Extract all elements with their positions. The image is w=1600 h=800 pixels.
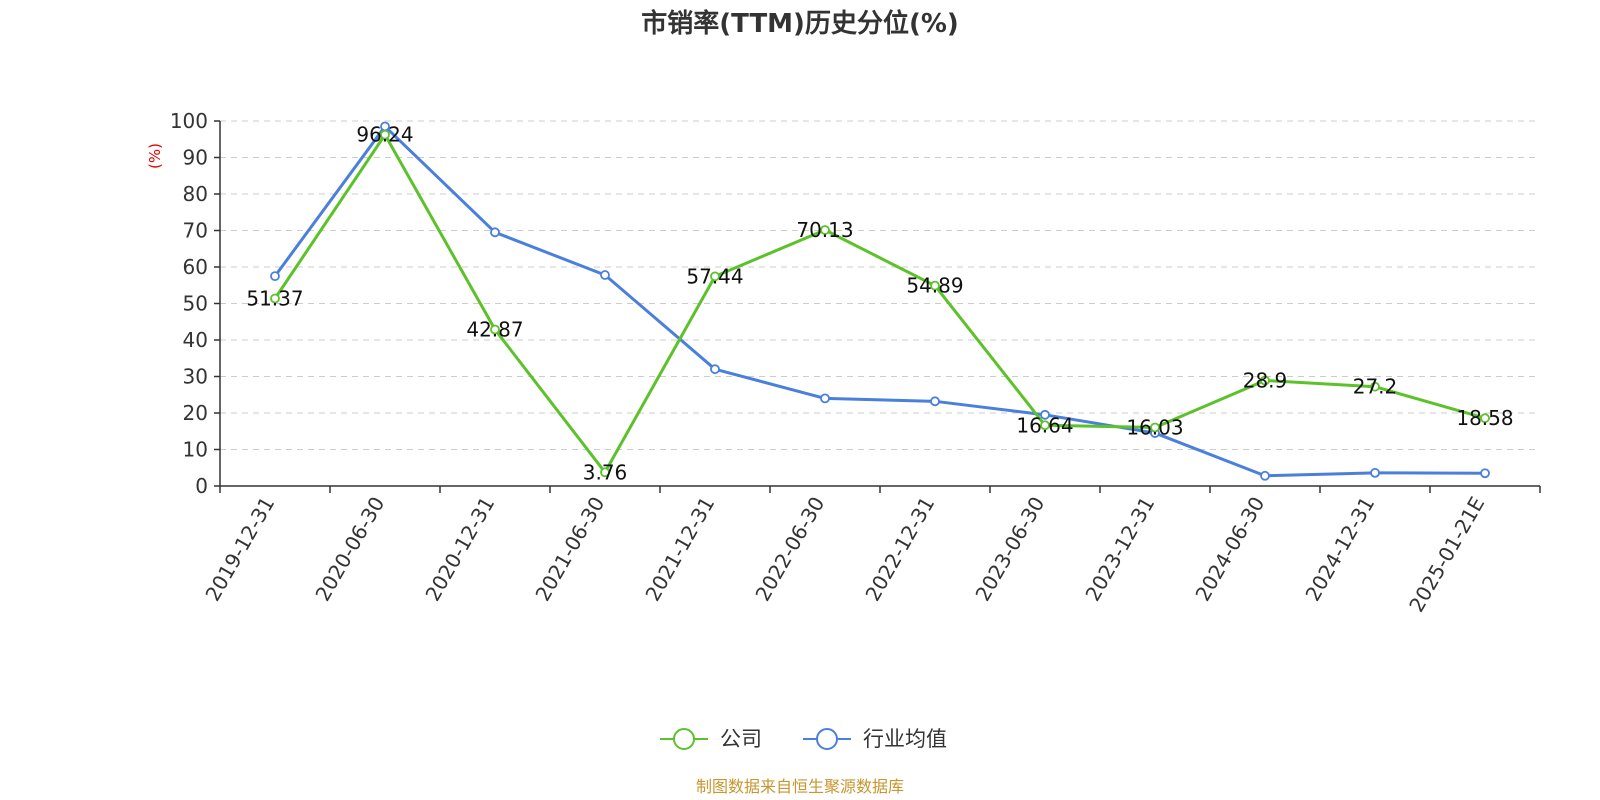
- x-tick-label: 2022-12-31: [860, 493, 939, 606]
- data-point-industry-average[interactable]: [490, 227, 500, 238]
- data-point-company[interactable]: [600, 467, 610, 478]
- legend-industry-label: 行业均值: [863, 727, 947, 751]
- data-point-company[interactable]: [1040, 420, 1050, 431]
- data-point-industry-average[interactable]: [820, 393, 830, 404]
- series-lines: [270, 121, 1490, 481]
- data-point-company[interactable]: [1370, 381, 1380, 392]
- y-tick-label: 70: [183, 219, 208, 243]
- legend-industry-circle-icon: [816, 728, 838, 750]
- data-label: 16.03: [1126, 415, 1183, 439]
- y-axis-label: (%): [146, 143, 164, 169]
- y-tick-label: 20: [183, 401, 208, 425]
- y-tick-label: 10: [183, 438, 208, 462]
- data-label: 42.87: [466, 318, 523, 342]
- y-tick-label: 40: [183, 328, 208, 352]
- data-label: 51.37: [246, 286, 303, 310]
- legend-item-industry-average[interactable]: 行业均值: [803, 727, 947, 751]
- x-tick-label: 2020-06-30: [310, 493, 389, 606]
- legend[interactable]: 公司 行业均值: [660, 727, 947, 751]
- y-tick-label: 50: [183, 292, 208, 316]
- source-note: 制图数据来自恒生聚源数据库: [696, 777, 904, 796]
- data-point-company[interactable]: [1150, 422, 1160, 433]
- data-point-company[interactable]: [1480, 413, 1490, 424]
- y-tick-label: 100: [170, 109, 208, 133]
- y-tick-label: 60: [183, 255, 208, 279]
- data-point-company[interactable]: [930, 280, 940, 291]
- y-tick-label: 30: [183, 365, 208, 389]
- data-label: 54.89: [906, 274, 963, 298]
- data-labels: 51.37 96.24 42.87 3.76 57.44 70.13 54.89 16.64 1…: [246, 123, 1513, 485]
- data-label: 57.44: [686, 264, 743, 288]
- data-point-company[interactable]: [1260, 375, 1270, 386]
- x-tick-label: 2021-12-31: [640, 493, 719, 606]
- x-tick-label: 2023-12-31: [1080, 493, 1159, 606]
- legend-company-label: 公司: [720, 727, 762, 751]
- data-point-industry-average[interactable]: [1370, 467, 1380, 478]
- data-label: 16.64: [1016, 413, 1073, 437]
- y-tick-label: 80: [183, 182, 208, 206]
- data-label: 27.2: [1353, 375, 1398, 399]
- data-label: 70.13: [796, 218, 853, 242]
- data-label: 28.9: [1243, 369, 1288, 393]
- data-point-industry-average[interactable]: [930, 396, 940, 407]
- data-point-company[interactable]: [490, 324, 500, 335]
- y-tick-label: 0: [195, 474, 208, 498]
- series-line-company: [273, 133, 1486, 474]
- data-label: 3.76: [583, 460, 628, 484]
- axes: [214, 120, 1541, 493]
- x-tick-label: 2023-06-30: [970, 493, 1049, 606]
- data-label: 96.24: [356, 123, 413, 147]
- data-label: 18.58: [1456, 406, 1513, 430]
- x-tick-labels: 2019-12-31 2020-06-30 2020-12-31 2021-06-30…: [200, 493, 1489, 617]
- data-point-company[interactable]: [380, 129, 390, 140]
- data-point-industry-average[interactable]: [1040, 409, 1050, 420]
- data-point-industry-average[interactable]: [710, 364, 720, 375]
- x-tick-label: 2020-12-31: [420, 493, 499, 606]
- x-tick-label: 2025-01-21E: [1404, 493, 1489, 617]
- data-point-company[interactable]: [710, 271, 720, 282]
- data-point-industry-average[interactable]: [600, 270, 610, 280]
- x-tick-label: 2022-06-30: [750, 493, 829, 606]
- series-line-industry-average: [273, 124, 1486, 478]
- legend-item-company[interactable]: 公司: [660, 727, 762, 751]
- x-tick-label: 2021-06-30: [530, 493, 609, 606]
- data-point-industry-average[interactable]: [1260, 470, 1270, 481]
- x-tick-label: 2019-12-31: [200, 493, 279, 606]
- data-point-industry-average[interactable]: [270, 271, 280, 282]
- data-point-company[interactable]: [270, 293, 280, 304]
- data-point-company[interactable]: [820, 225, 830, 235]
- y-tick-labels: 0 10 20 30 40 50 60 70 80 90 100: [170, 109, 208, 498]
- y-tick-label: 90: [183, 146, 208, 170]
- legend-company-circle-icon: [673, 728, 695, 750]
- x-tick-label: 2024-06-30: [1190, 493, 1269, 606]
- x-tick-label: 2024-12-31: [1300, 493, 1379, 606]
- chart-title: 市销率(TTM)历史分位(%): [641, 8, 959, 39]
- data-point-industry-average[interactable]: [1480, 468, 1490, 479]
